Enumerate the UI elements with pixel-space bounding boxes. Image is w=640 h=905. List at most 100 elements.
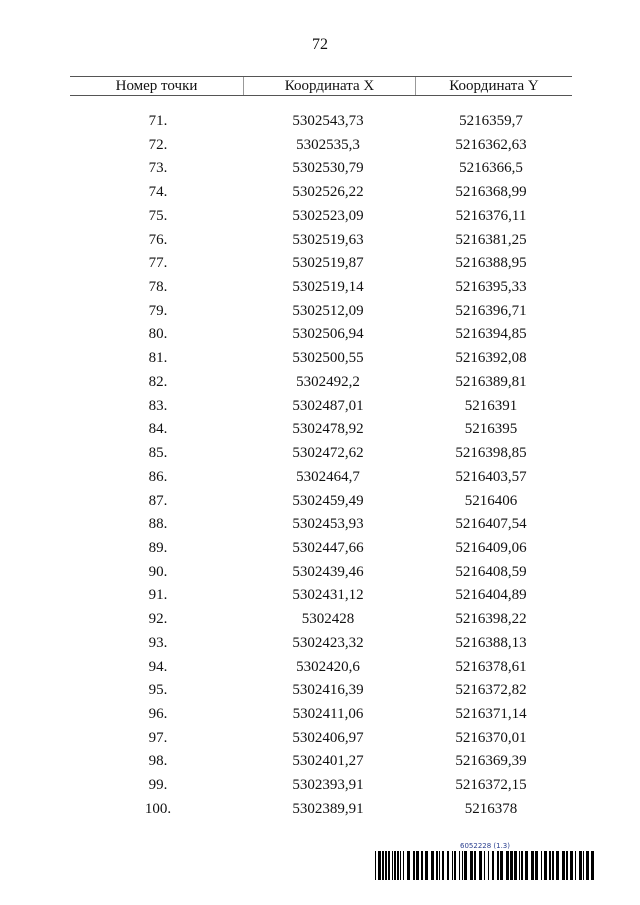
table-row: 75. 5302523,09 5216376,11 (70, 205, 572, 229)
barcode-bar (464, 851, 467, 880)
barcode-bar (393, 851, 394, 880)
barcode-bar (541, 851, 542, 880)
barcode-bar (492, 851, 494, 880)
coordinate-x-cell: 5302447,66 (292, 539, 364, 556)
barcode-bar (385, 851, 387, 880)
barcode-bar (474, 851, 476, 880)
point-number-cell: 94. (148, 658, 168, 675)
point-number-cell: 92. (148, 611, 168, 628)
barcode-bar (534, 851, 535, 880)
barcode-bar (384, 851, 385, 880)
barcode-bar (589, 851, 591, 880)
point-number-cell: 81. (148, 350, 168, 367)
coordinate-x-cell: 5302420,6 (296, 658, 360, 675)
point-number-cell: 73. (148, 160, 168, 177)
coordinate-x-cell: 5302487,01 (292, 397, 364, 414)
coordinate-y-cell: 5216404,89 (455, 587, 527, 604)
table-row: 79. 5302512,09 5216396,71 (70, 300, 572, 324)
barcode-bar (454, 851, 456, 880)
table-row: 86. 5302464,7 5216403,57 (70, 466, 572, 490)
barcode-bar (562, 851, 565, 880)
barcode-bar (479, 851, 482, 880)
coordinate-x-cell: 5302519,87 (292, 255, 364, 272)
barcode-bar (488, 851, 489, 880)
point-number-cell: 82. (148, 373, 168, 390)
barcode-bar (551, 851, 552, 880)
barcode-bar (499, 851, 500, 880)
coordinate-y-cell: 5216370,01 (455, 729, 527, 746)
barcode-bar (378, 851, 381, 880)
table-row: 85. 5302472,62 5216398,85 (70, 442, 572, 466)
barcode-bar (381, 851, 382, 880)
barcode-bar (531, 851, 534, 880)
coordinate-x-cell: 5302406,97 (292, 729, 364, 746)
point-number-cell: 95. (148, 682, 168, 699)
point-number-cell: 93. (148, 634, 168, 651)
coordinate-x-cell: 5302472,62 (292, 445, 364, 462)
barcode-bar (419, 851, 421, 880)
point-number-cell: 79. (148, 302, 168, 319)
table-row: 72. 5302535,3 5216362,63 (70, 134, 572, 158)
table-row: 100. 5302389,91 5216378 (70, 798, 572, 822)
barcode-bar (521, 851, 523, 880)
point-number-cell: 71. (148, 113, 168, 129)
barcode-bar (565, 851, 566, 880)
coordinate-y-cell: 5216388,95 (455, 255, 527, 272)
coordinate-y-cell: 5216378 (464, 800, 518, 817)
coordinate-y-cell: 5216406 (464, 492, 518, 509)
coordinate-y-cell: 5216395,33 (455, 279, 527, 296)
table-row: 89. 5302447,66 5216409,06 (70, 537, 572, 561)
coordinate-x-cell: 5302389,91 (292, 800, 364, 817)
barcode-bar (428, 851, 431, 880)
coordinate-y-cell: 5216394,85 (455, 326, 527, 343)
coordinate-x-cell: 5302478,92 (292, 421, 364, 438)
table-row: 95. 5302416,39 5216372,82 (70, 679, 572, 703)
table-row: 76. 5302519,63 5216381,25 (70, 229, 572, 253)
barcode-bar (388, 851, 390, 880)
barcode-bar (453, 851, 454, 880)
coordinate-x-cell: 5302530,79 (292, 160, 364, 177)
coordinate-y-cell: 5216372,82 (455, 682, 527, 699)
barcode-bar (467, 851, 470, 880)
coordinate-x-cell: 5302393,91 (292, 777, 364, 794)
point-number-cell: 72. (148, 136, 168, 153)
barcode-bar (452, 851, 453, 880)
barcode-bar (485, 851, 488, 880)
coordinate-x-cell: 5302401,27 (292, 753, 364, 770)
barcode-bar (544, 851, 547, 880)
barcode-bar (442, 851, 444, 880)
table-row: 82. 5302492,2 5216389,81 (70, 371, 572, 395)
barcode-bar (554, 851, 556, 880)
barcode-label: 6052228 (1.3) (460, 842, 510, 850)
table-row: 88. 5302453,93 5216407,54 (70, 513, 572, 537)
barcode-bar (509, 851, 510, 880)
barcode (375, 851, 595, 880)
barcode-bar (573, 851, 575, 880)
coordinate-x-cell: 5302428 (301, 611, 355, 628)
header-coordinate-y: Координата Y (449, 78, 539, 94)
barcode-bar (497, 851, 499, 880)
point-number-cell: 83. (148, 397, 168, 414)
coordinate-y-cell: 5216359,7 (459, 113, 523, 129)
barcode-bar (538, 851, 541, 880)
barcode-bar (476, 851, 479, 880)
barcode-bar (460, 851, 462, 880)
barcode-bar (547, 851, 549, 880)
header-point-number: Номер точки (70, 77, 244, 95)
barcode-bar (586, 851, 589, 880)
barcode-bar (416, 851, 419, 880)
barcode-bar (525, 851, 528, 880)
table-row: 83. 5302487,01 5216391 (70, 395, 572, 419)
barcode-bar (440, 851, 442, 880)
barcode-bar (447, 851, 449, 880)
barcode-bar (494, 851, 497, 880)
point-number-cell: 100. (144, 800, 172, 817)
coordinate-x-cell: 5302526,22 (292, 184, 364, 201)
table-row: 93. 5302423,32 5216388,13 (70, 632, 572, 656)
coordinate-y-cell: 5216389,81 (455, 373, 527, 390)
barcode-bar (559, 851, 562, 880)
barcode-bar (576, 851, 579, 880)
table-row: 73. 5302530,79 5216366,5 (70, 157, 572, 181)
coordinate-y-cell: 5216395 (464, 421, 518, 438)
barcode-bar (394, 851, 396, 880)
